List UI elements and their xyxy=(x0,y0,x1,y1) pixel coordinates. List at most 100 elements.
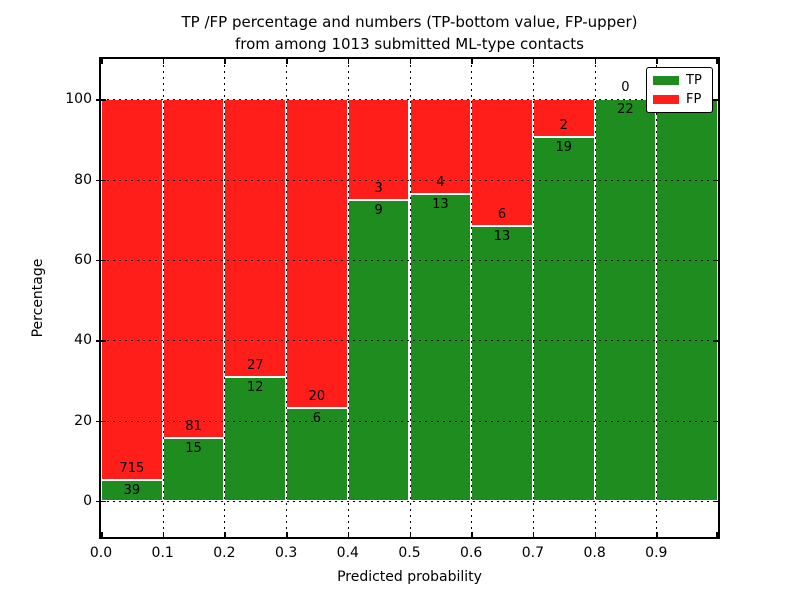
tp-count-label: 13 xyxy=(432,196,449,212)
x-tick-mark xyxy=(716,532,718,537)
gridline-vertical xyxy=(162,59,164,537)
chart-title-line2: from among 1013 submitted ML-type contac… xyxy=(235,35,584,53)
y-tick-label: 40 xyxy=(74,332,92,349)
x-tick-label: 0.0 xyxy=(89,545,113,561)
x-tick-mark xyxy=(471,532,473,537)
x-tick-label: 0.5 xyxy=(398,545,421,561)
gridline-vertical xyxy=(471,59,473,537)
fp-count-label: 27 xyxy=(246,358,264,374)
legend-label-fp: FP xyxy=(686,92,702,107)
fp-count-label: 6 xyxy=(497,207,507,223)
bar-segment-tp xyxy=(532,137,595,501)
x-tick-mark xyxy=(532,532,535,537)
gridline-vertical xyxy=(656,59,658,537)
bar-segment-tp xyxy=(101,480,163,501)
y-tick-mark xyxy=(713,179,718,181)
y-tick-mark xyxy=(96,420,106,422)
bar-segment-fp xyxy=(162,99,225,439)
y-tick-mark xyxy=(96,340,106,342)
legend-swatch-tp-icon xyxy=(653,76,679,85)
y-tick-label: 0 xyxy=(83,492,92,509)
tp-count-label: 6 xyxy=(312,411,322,427)
x-tick-mark xyxy=(224,59,226,64)
legend-entry-fp: FP xyxy=(653,92,706,107)
chart-title-line1: TP /FP percentage and numbers (TP-bottom… xyxy=(181,13,638,31)
x-tick-label: 0.1 xyxy=(151,545,174,561)
bar-segment-tp xyxy=(347,199,410,501)
tp-count-label: 19 xyxy=(555,140,573,156)
x-tick-mark xyxy=(656,59,658,64)
y-tick-mark xyxy=(96,259,106,262)
x-tick-mark xyxy=(409,532,411,537)
x-tick-mark xyxy=(286,59,288,64)
x-tick-mark xyxy=(224,532,226,537)
tp-count-label: 13 xyxy=(493,229,511,245)
x-tick-label: 0.4 xyxy=(336,545,359,561)
bar-segment-tp xyxy=(656,99,718,501)
bar-segment-fp xyxy=(286,99,348,409)
tp-count-label: 12 xyxy=(246,380,264,396)
tp-count-label: 15 xyxy=(185,441,202,457)
legend: TP FP xyxy=(646,67,713,113)
x-tick-mark xyxy=(716,59,718,64)
y-tick-label: 60 xyxy=(74,251,92,268)
x-tick-mark xyxy=(162,532,165,537)
bar-segment-tp xyxy=(409,193,472,501)
x-tick-mark xyxy=(347,532,350,537)
y-axis-label: Percentage xyxy=(30,258,46,338)
y-tick-label: 20 xyxy=(74,412,92,429)
x-tick-mark xyxy=(347,59,350,64)
x-tick-mark xyxy=(471,59,473,64)
bar-segment-tp xyxy=(224,377,287,501)
bar-segment-fp xyxy=(101,99,163,481)
tp-count-label: 22 xyxy=(617,102,634,118)
fp-count-label: 81 xyxy=(185,419,202,435)
x-tick-mark xyxy=(162,59,165,64)
x-tick-mark xyxy=(101,59,103,64)
x-tick-mark xyxy=(101,532,103,537)
gridline-vertical xyxy=(347,59,349,537)
x-tick-mark xyxy=(409,59,411,64)
y-tick-label: 80 xyxy=(74,171,92,188)
y-tick-label: 100 xyxy=(65,91,92,108)
y-tick-mark xyxy=(96,179,106,181)
chart-title: TP /FP percentage and numbers (TP-bottom… xyxy=(101,11,718,55)
y-tick-mark xyxy=(713,99,718,101)
y-tick-mark xyxy=(713,420,718,422)
gridline-vertical xyxy=(224,59,226,537)
y-tick-mark xyxy=(713,500,718,503)
bar-segment-fp xyxy=(224,99,287,378)
fp-count-label: 4 xyxy=(436,174,445,190)
x-tick-label: 0.2 xyxy=(213,545,236,561)
x-tick-label: 0.9 xyxy=(645,545,668,561)
bar-segment-tp xyxy=(471,226,533,501)
x-axis-label: Predicted probability xyxy=(337,569,482,585)
gridline-vertical xyxy=(409,59,411,537)
legend-label-tp: TP xyxy=(686,73,702,88)
gridline-vertical xyxy=(286,59,288,537)
fp-count-label: 2 xyxy=(559,118,568,134)
y-tick-mark xyxy=(713,340,718,342)
x-tick-mark xyxy=(532,59,535,64)
fp-count-label: 20 xyxy=(308,389,326,405)
x-tick-mark xyxy=(286,532,288,537)
x-tick-label: 0.3 xyxy=(274,545,298,561)
y-tick-mark xyxy=(96,500,106,503)
fp-count-label: 3 xyxy=(374,180,383,196)
x-tick-label: 0.8 xyxy=(583,545,606,561)
fp-count-label: 715 xyxy=(119,461,145,477)
x-tick-mark xyxy=(594,59,597,64)
y-tick-mark xyxy=(96,99,106,101)
bar-segment-tp xyxy=(286,408,348,501)
x-tick-label: 0.6 xyxy=(460,545,483,561)
gridline-vertical xyxy=(594,59,596,537)
bar-segment-tp xyxy=(162,438,225,501)
legend-entry-tp: TP xyxy=(653,73,706,88)
gridline-vertical xyxy=(532,59,534,537)
x-tick-mark xyxy=(594,532,597,537)
tp-count-label: 9 xyxy=(374,202,383,218)
x-tick-mark xyxy=(656,532,658,537)
fp-count-label: 0 xyxy=(621,80,630,96)
bar-segment-tp xyxy=(594,99,657,501)
